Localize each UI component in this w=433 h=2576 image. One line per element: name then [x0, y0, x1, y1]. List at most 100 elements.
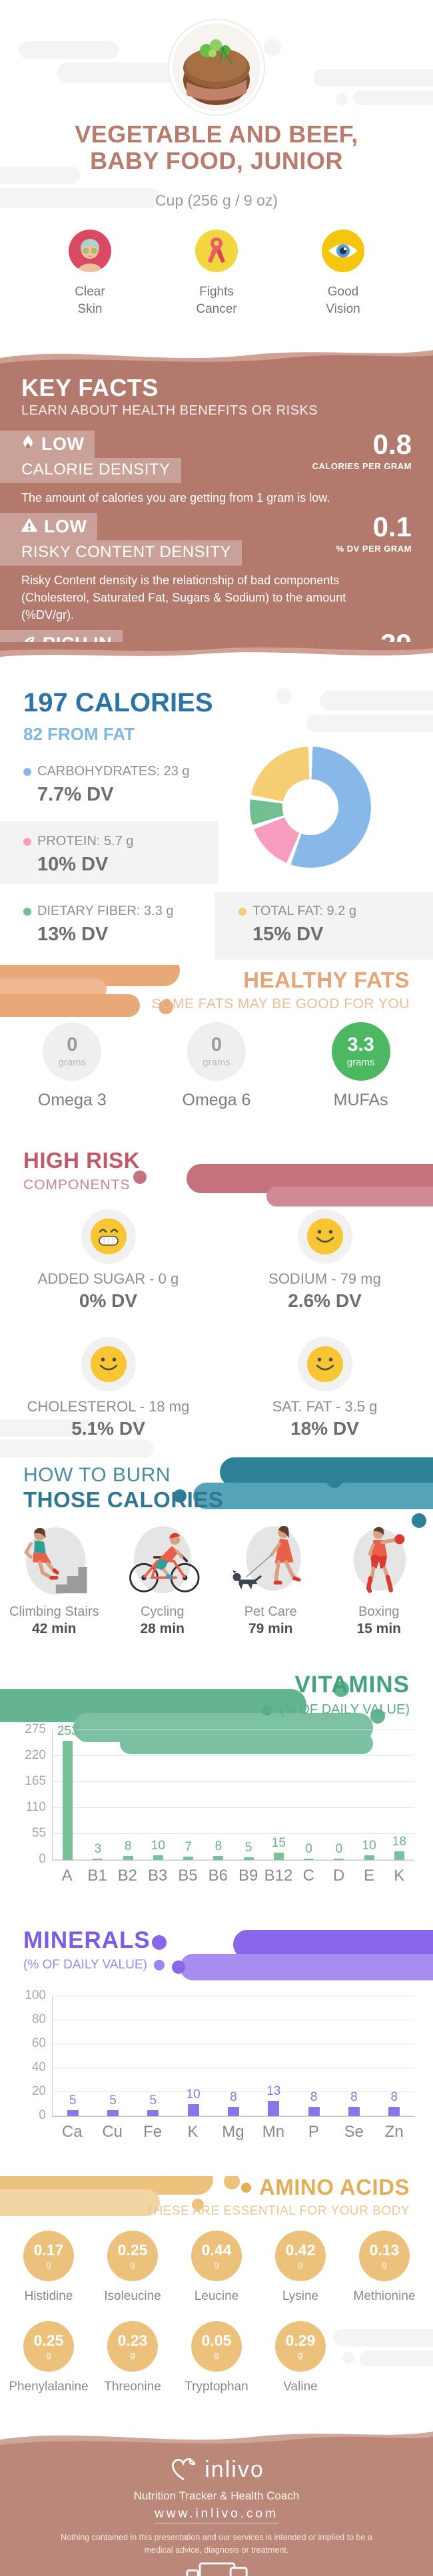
high-risk-section: HIGH RISK COMPONENTS ADDED SUGAR - 0 g 0…: [0, 1148, 433, 1457]
decor-blob: [264, 39, 281, 56]
decor-blob: [342, 2352, 354, 2364]
bar-D: [334, 1859, 344, 1860]
amino-value-circle: 0.29 g: [271, 2318, 328, 2373]
risk-sodium: SODIUM - 79 mg 2.6% DV: [217, 1209, 433, 1312]
y-axis-tick: 80: [31, 2012, 46, 2026]
bar-value-label: 8: [215, 1839, 222, 1854]
gridline: 165: [25, 1774, 414, 1788]
category-label-Ca: Ca: [61, 2123, 83, 2141]
decor-blob: [0, 166, 80, 184]
fat-name: Omega 6: [182, 1091, 251, 1109]
amino-grams: 0.44: [201, 2241, 232, 2259]
bar-value-label: 0: [305, 1842, 312, 1856]
smile-smiley-icon: [81, 1337, 136, 1391]
risk-added-sugar: ADDED SUGAR - 0 g 0% DV: [0, 1209, 217, 1312]
risk-saturated-fat: SAT. FAT - 3.5 g 18% DV: [217, 1337, 433, 1439]
fact-rating: LOW: [41, 434, 85, 454]
benefit-label-bottom: Cancer: [196, 301, 237, 316]
decor-blob: [132, 1418, 145, 1431]
bar-column-B9: 5: [234, 1841, 264, 1860]
risk-dv: 0% DV: [79, 1290, 138, 1311]
fact-value-number: 0.1: [372, 511, 412, 543]
amino-item-tryptophan: 0.05 g Tryptophan: [175, 2318, 258, 2394]
benefit-label: Fights Cancer: [196, 283, 236, 317]
eye-icon: [322, 230, 364, 276]
website-link[interactable]: www.inlivo.com: [155, 2507, 278, 2523]
activity-climbing-stairs: Climbing Stairs 42 min: [0, 1519, 109, 1637]
bar-column-A: 253: [53, 1724, 83, 1860]
fat-value-circle: 0 grams: [181, 1019, 250, 1083]
calories-title: 197 CALORIES: [23, 688, 213, 717]
page-title: VEGETABLE AND BEEF, BABY FOOD, JUNIOR: [0, 121, 433, 174]
fact-value: 0.8 CALORIES PER GRAM: [312, 431, 412, 472]
climbing-stairs-icon: [7, 1519, 101, 1600]
bar-column-B12: 15: [264, 1836, 294, 1860]
decor-blob: [172, 1960, 185, 1974]
bar-column-K: 10: [173, 2088, 213, 2116]
bar-column-Fe: 5: [133, 2094, 173, 2116]
burn-title-light: HOW TO BURN: [23, 1464, 171, 1486]
amino-grams: 0.05: [201, 2332, 232, 2349]
bar-value-label: 5: [109, 2094, 117, 2108]
decor-blob: [0, 1419, 93, 1437]
fact-value-unit: CALORIES PER GRAM: [312, 461, 412, 471]
burn-calories-section: HOW TO BURN THOSE CALORIES: [0, 1457, 433, 1664]
key-facts-title: KEY FACTS: [21, 374, 159, 401]
warning-icon: [21, 516, 37, 537]
category-label-B12: B12: [264, 1867, 293, 1885]
legend-dot: [23, 837, 31, 846]
legend-dot: [23, 767, 31, 776]
amino-value-circle: 0.23 g: [103, 2318, 160, 2373]
amino-unit: g: [130, 2259, 135, 2269]
bar-column-C: 0: [294, 1842, 324, 1860]
minerals-bar-chart: 0 20 40 60 80 100 5 5 5 10 8 13 8 8 8 Ca Cu Fe K Mg Mn P Se Zn: [25, 1988, 414, 2141]
bar-column-K: 18: [384, 1835, 414, 1860]
bar-value-label: 8: [350, 2090, 358, 2104]
category-label-Mn: Mn: [262, 2123, 285, 2141]
heart-leaf-logo-icon: [169, 2454, 198, 2485]
amino-unit: g: [214, 2259, 219, 2269]
legend-total-fat: TOTAL FAT: 9.2 g 15% DV: [238, 904, 356, 946]
activity-time: 79 min: [248, 1621, 293, 1636]
bar-value-label: 10: [186, 2088, 201, 2102]
decor-blob: [0, 994, 140, 1017]
amino-value-circle: 0.25 g: [103, 2227, 160, 2283]
bar-value-label: 253: [57, 1724, 79, 1738]
activity-pet-care: Pet Care 79 min: [217, 1519, 325, 1637]
amino-grams: 0.25: [33, 2332, 64, 2349]
decor-blob: [320, 691, 433, 711]
bar-E: [364, 1855, 374, 1860]
bar-column-D: 0: [324, 1842, 354, 1860]
y-axis-tick: 100: [25, 1988, 46, 2002]
amino-item-methionine: 0.13 g Methionine: [342, 2227, 426, 2304]
legend-dietary-fiber: DIETARY FIBER: 3.3 g 13% DV: [23, 904, 174, 946]
bar-B5: [183, 1857, 194, 1860]
bar-value-label: 8: [310, 2090, 318, 2104]
amino-value-circle: 0.42 g: [271, 2227, 328, 2283]
wave-divider: [0, 642, 433, 672]
bar-value-label: 10: [362, 1838, 376, 1853]
amino-name: Threonine: [104, 2380, 161, 2394]
legend-dot: [238, 907, 246, 916]
amino-name: Leucine: [194, 2289, 239, 2303]
amino-item-lysine: 0.42 g Lysine: [258, 2227, 342, 2304]
macronutrient-donut-chart: [250, 747, 371, 868]
decor-blob: [360, 2350, 433, 2366]
bar-value-label: 5: [69, 2094, 77, 2108]
amino-name: Methionine: [353, 2289, 416, 2303]
gridline: 55: [32, 1826, 414, 1840]
amino-acids-subtitle: THESE ARE ESSENTIAL FOR YOUR BODY: [145, 2204, 410, 2218]
minerals-title: MINERALS: [23, 1930, 151, 1953]
amino-unit: g: [46, 2350, 51, 2360]
smile-smiley-icon: [297, 1337, 352, 1391]
legend-carbohydrates: CARBOHYDRATES: 23 g 7.7% DV: [23, 764, 190, 806]
fat-omega3: 0 grams Omega 3: [0, 1019, 145, 1110]
healthy-fats-title: HEALTHY FATS: [243, 968, 410, 992]
bar-value-label: 3: [94, 1841, 102, 1856]
category-label-B3: B3: [147, 1867, 168, 1885]
bar-value-label: 10: [151, 1838, 165, 1853]
legend-dot: [23, 907, 31, 916]
legend-protein: PROTEIN: 5.7 g 10% DV: [23, 834, 134, 876]
category-label-C: C: [302, 1867, 314, 1885]
amino-name: Tryptophan: [185, 2380, 248, 2394]
